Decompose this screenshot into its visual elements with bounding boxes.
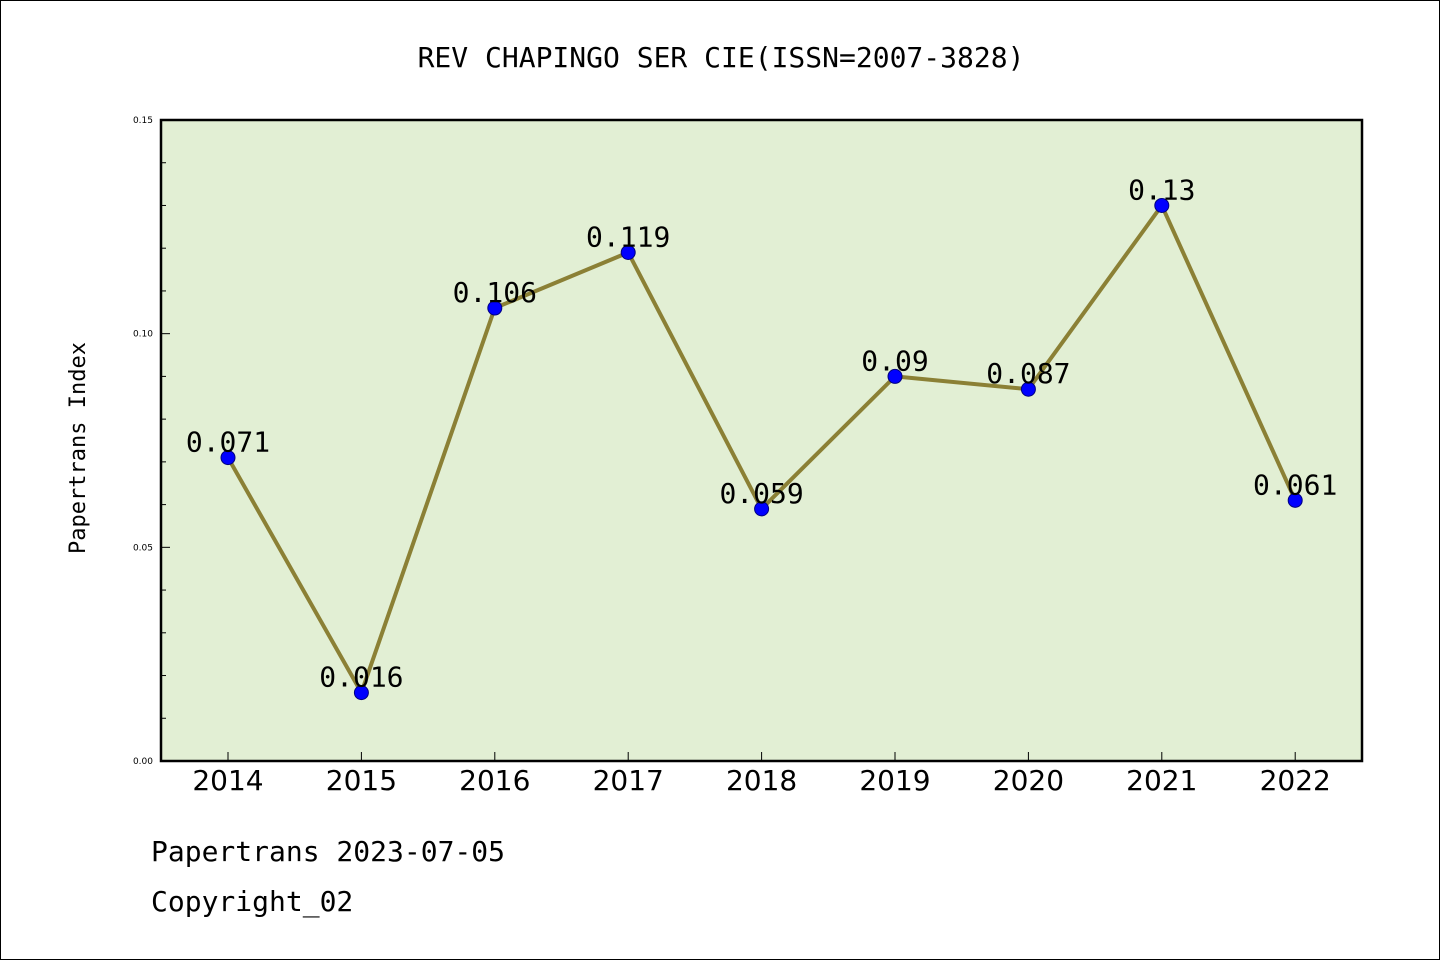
data-point [220, 450, 236, 466]
data-label: 0.087 [986, 357, 1070, 390]
data-point [487, 300, 503, 316]
data-markers [220, 197, 1303, 701]
x-tick-label: 2021 [1126, 764, 1197, 797]
x-tick-label: 2017 [593, 764, 664, 797]
data-labels: 0.071 0.016 0.106 0.119 0.059 0.09 0.087 0.13 0.… [186, 173, 1337, 693]
x-tick-label: 2016 [459, 764, 530, 797]
data-label: 0.09 [861, 344, 928, 377]
data-label: 0.13 [1128, 173, 1195, 206]
data-label: 0.071 [186, 426, 270, 459]
data-label: 0.106 [453, 276, 537, 309]
data-point [1020, 381, 1036, 397]
data-label: 0.016 [319, 661, 403, 694]
data-label: 0.119 [586, 220, 670, 253]
y-axis-ticks: 0.00 0.05 0.10 0.15 [133, 116, 170, 767]
x-tick-label: 2019 [859, 764, 930, 797]
data-point [1154, 197, 1170, 213]
y-tick-label: 0.15 [133, 116, 153, 126]
x-axis-ticks: 2014 2015 2016 2017 2018 2019 2020 2021 2022 [192, 752, 1331, 797]
x-tick-label: 2018 [726, 764, 797, 797]
data-label: 0.059 [719, 477, 803, 510]
data-point [887, 368, 903, 384]
x-tick-label: 2015 [326, 764, 397, 797]
footer-date-text: Papertrans 2023-07-05 [151, 835, 506, 868]
x-tick-label: 2014 [192, 764, 263, 797]
footer-copyright-text: Copyright_02 [151, 885, 354, 918]
y-tick-label: 0.00 [133, 757, 153, 767]
data-point [353, 685, 369, 701]
x-tick-label: 2022 [1260, 764, 1331, 797]
plot-area [159, 118, 1364, 763]
y-axis-label: Papertrans Index [66, 342, 91, 554]
y-tick-label: 0.05 [133, 543, 153, 553]
data-point [754, 501, 770, 517]
y-tick-label: 0.10 [133, 330, 153, 340]
data-point [1287, 492, 1303, 508]
data-point [620, 244, 636, 260]
chart-title: REV CHAPINGO SER CIE(ISSN=2007-3828) [418, 41, 1025, 74]
data-label: 0.061 [1253, 468, 1337, 501]
x-tick-label: 2020 [993, 764, 1064, 797]
